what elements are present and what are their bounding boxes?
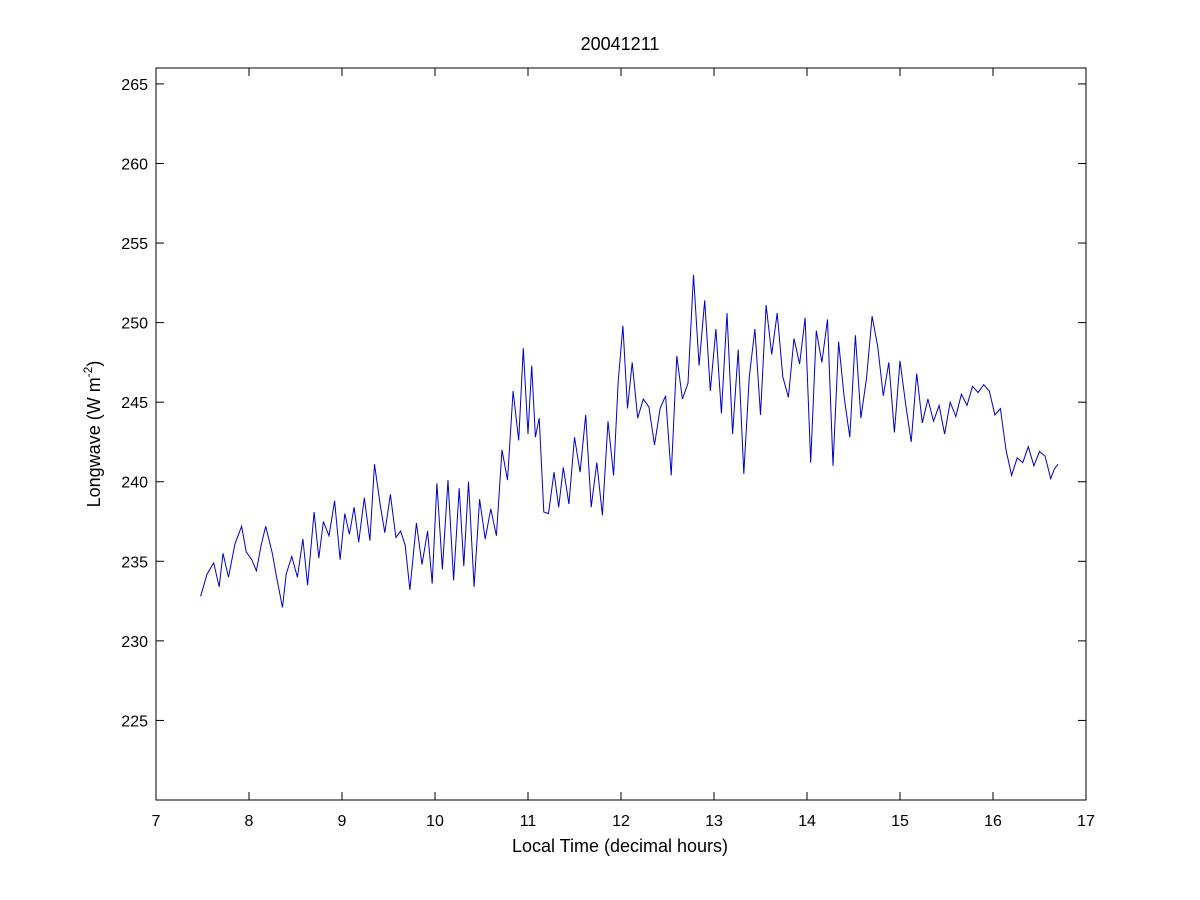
y-tick-label: 260 bbox=[121, 156, 148, 173]
x-tick-label: 15 bbox=[891, 813, 909, 830]
x-tick-label: 10 bbox=[426, 813, 444, 830]
y-tick-label: 230 bbox=[121, 634, 148, 651]
y-tick-label: 245 bbox=[121, 395, 148, 412]
y-axis-title: Longwave (W m-2) bbox=[81, 361, 104, 508]
y-axis: 225 230 235 240 245 250 255 260 265 bbox=[121, 77, 1086, 730]
x-tick-label: 11 bbox=[520, 813, 537, 830]
x-tick-label: 16 bbox=[984, 813, 1002, 830]
x-tick-label: 13 bbox=[705, 813, 723, 830]
y-tick-label: 235 bbox=[121, 554, 148, 571]
y-tick-label: 265 bbox=[121, 77, 148, 94]
x-axis-title: Local Time (decimal hours) bbox=[512, 836, 728, 856]
x-tick-label: 12 bbox=[612, 813, 630, 830]
y-axis-title-close: ) bbox=[84, 361, 104, 367]
y-axis-title-exponent: -2 bbox=[81, 366, 95, 377]
plot-area-frame bbox=[155, 67, 1087, 801]
y-tick-label: 225 bbox=[121, 713, 148, 730]
x-tick-label: 7 bbox=[152, 813, 161, 830]
y-tick-label: 240 bbox=[121, 475, 148, 492]
y-tick-label: 255 bbox=[121, 236, 148, 253]
y-tick-label: 250 bbox=[121, 316, 148, 333]
x-tick-label: 9 bbox=[338, 813, 347, 830]
x-axis: 7 8 9 10 11 12 13 14 15 16 17 bbox=[152, 68, 1095, 830]
x-tick-label: 8 bbox=[245, 813, 254, 830]
x-tick-label: 14 bbox=[798, 813, 816, 830]
y-axis-title-main: Longwave (W m bbox=[84, 377, 104, 507]
series-line-longwave bbox=[200, 274, 1059, 608]
chart-title: 20041211 bbox=[581, 34, 660, 54]
x-tick-label: 17 bbox=[1077, 813, 1095, 830]
